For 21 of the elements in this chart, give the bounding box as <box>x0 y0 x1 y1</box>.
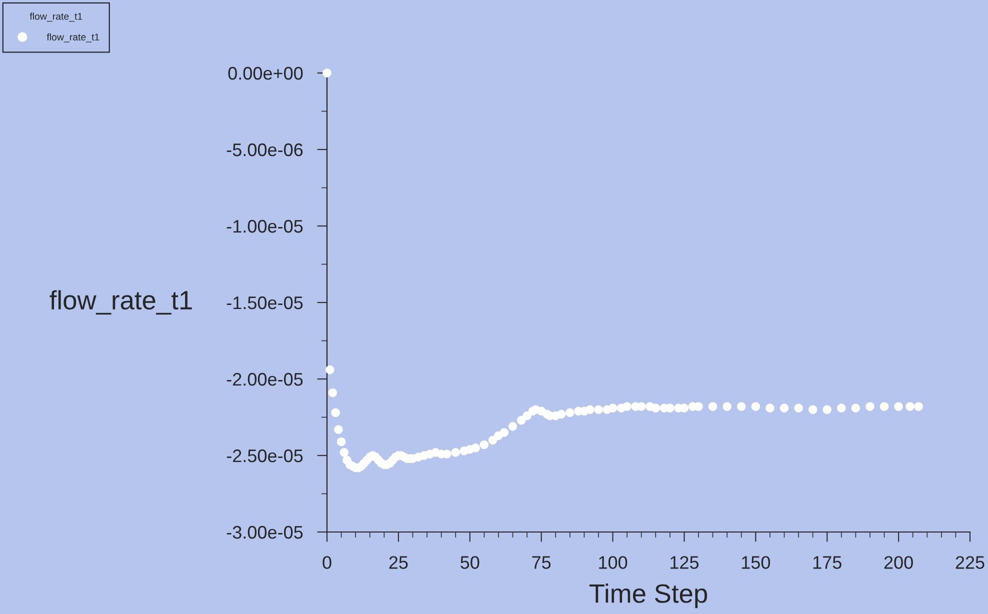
y-axis-title: flow_rate_t1 <box>50 290 192 315</box>
x-tick-label: 50 <box>460 556 480 569</box>
x-tick-label: 150 <box>742 556 770 569</box>
x-tick-label: 0 <box>322 556 332 569</box>
y-tick-label: -2.50e-05 <box>226 449 303 462</box>
x-tick-label: 225 <box>956 556 984 569</box>
legend-title: flow_rate_t1 <box>30 12 82 22</box>
y-tick-label: -5.00e-06 <box>226 143 303 156</box>
x-tick-label: 125 <box>670 556 699 569</box>
y-tick-label: -2.00e-05 <box>226 372 303 386</box>
x-tick-label: 25 <box>389 556 408 569</box>
x-axis-title: Time Step <box>589 584 708 608</box>
legend-label: flow_rate_t1 <box>46 33 100 42</box>
x-tick-label: 175 <box>813 556 842 569</box>
x-tick-label: 200 <box>884 556 913 569</box>
y-tick-label: -1.50e-05 <box>226 296 303 310</box>
y-tick-label: 0.00e+00 <box>228 66 303 80</box>
y-tick-label: -1.00e-05 <box>226 220 303 233</box>
y-tick-label: -3.00e-05 <box>226 526 303 539</box>
x-tick-label: 100 <box>599 556 628 569</box>
x-tick-label: 75 <box>532 556 551 569</box>
